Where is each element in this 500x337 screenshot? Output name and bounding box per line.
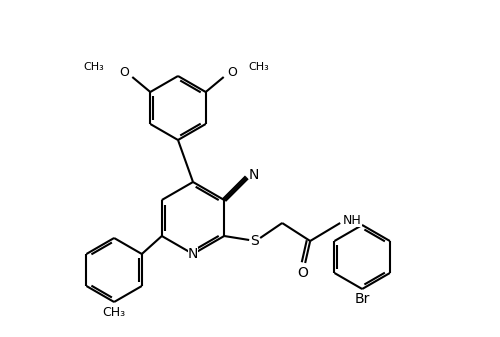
Text: N: N (248, 168, 259, 182)
Text: CH₃: CH₃ (102, 306, 126, 318)
Text: O: O (298, 266, 308, 280)
Text: Br: Br (354, 292, 370, 306)
Text: O: O (227, 66, 236, 80)
Text: CH₃: CH₃ (248, 62, 270, 72)
Text: CH₃: CH₃ (84, 62, 104, 72)
Text: N: N (188, 247, 198, 261)
Text: O: O (120, 66, 129, 80)
Text: S: S (250, 234, 258, 248)
Text: NH: NH (343, 214, 362, 226)
